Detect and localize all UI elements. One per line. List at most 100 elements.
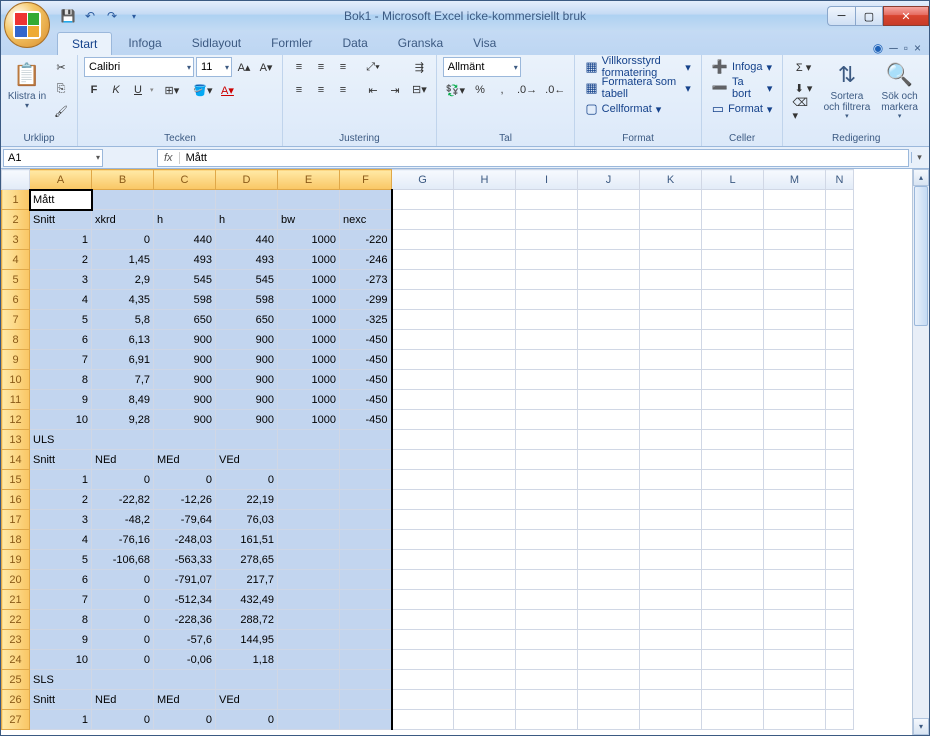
cell[interactable] [516,270,578,290]
cell[interactable] [702,250,764,270]
cell[interactable]: Snitt [30,690,92,710]
col-header[interactable]: N [826,170,854,190]
cell[interactable] [278,670,340,690]
cell[interactable] [764,410,826,430]
cell[interactable] [702,590,764,610]
cell[interactable]: 545 [216,270,278,290]
vertical-scrollbar[interactable]: ▴ ▾ [912,169,929,735]
cell[interactable]: SLS [30,670,92,690]
cell[interactable] [454,210,516,230]
cell[interactable] [764,610,826,630]
cell[interactable] [392,230,454,250]
cell[interactable] [392,670,454,690]
cell[interactable] [702,390,764,410]
cell[interactable] [392,690,454,710]
percent-button[interactable]: % [470,80,490,100]
cell[interactable]: 9 [30,390,92,410]
cell[interactable]: h [216,210,278,230]
cell[interactable]: -791,07 [154,570,216,590]
cell[interactable] [454,710,516,730]
cell[interactable] [764,530,826,550]
copy-button[interactable]: ⎘ [51,79,71,99]
col-header[interactable]: A [30,170,92,190]
cell[interactable] [278,610,340,630]
cell[interactable] [340,510,392,530]
cell[interactable]: 440 [216,230,278,250]
conditional-formatting-button[interactable]: ▦Villkorsstyrd formatering ▾ [581,57,694,77]
cell[interactable] [702,450,764,470]
cell[interactable]: 22,19 [216,490,278,510]
col-header[interactable]: F [340,170,392,190]
cell[interactable] [826,650,854,670]
cell[interactable] [454,610,516,630]
cell[interactable] [454,250,516,270]
cell[interactable] [516,710,578,730]
col-header[interactable]: H [454,170,516,190]
cell[interactable] [702,410,764,430]
row-header[interactable]: 15 [2,470,30,490]
row-header[interactable]: 23 [2,630,30,650]
paste-button[interactable]: 📋 Klistra in▾ [7,57,47,131]
cell[interactable] [578,590,640,610]
cell[interactable] [578,210,640,230]
cell[interactable] [278,430,340,450]
cell[interactable] [516,470,578,490]
cell[interactable]: 2 [30,250,92,270]
cell[interactable]: 493 [154,250,216,270]
cell[interactable]: 0 [92,470,154,490]
cell[interactable] [454,570,516,590]
cell[interactable]: 0 [92,710,154,730]
cell[interactable]: -22,82 [92,490,154,510]
cell[interactable]: -248,03 [154,530,216,550]
cell[interactable] [392,470,454,490]
cell[interactable]: 1000 [278,290,340,310]
cell[interactable] [278,490,340,510]
wrap-text-button[interactable]: ⇶ [409,57,430,77]
cell[interactable] [702,550,764,570]
cell[interactable] [340,570,392,590]
cell[interactable]: 7 [30,350,92,370]
cell[interactable] [392,490,454,510]
shrink-font-button[interactable]: A▾ [256,57,276,77]
cell[interactable] [702,690,764,710]
cell[interactable] [826,390,854,410]
cell[interactable] [216,430,278,450]
row-header[interactable]: 12 [2,410,30,430]
cell[interactable] [516,510,578,530]
cell[interactable] [640,630,702,650]
cell[interactable] [516,210,578,230]
cell[interactable] [702,290,764,310]
cell[interactable] [392,210,454,230]
cell[interactable]: -48,2 [92,510,154,530]
cell[interactable]: 1 [30,230,92,250]
cell[interactable] [826,510,854,530]
row-header[interactable]: 10 [2,370,30,390]
cell[interactable] [392,450,454,470]
cell[interactable]: -450 [340,330,392,350]
cell[interactable] [764,390,826,410]
cell[interactable] [764,270,826,290]
cell[interactable]: xkrd [92,210,154,230]
help-icon[interactable]: ◉ [873,41,883,55]
cell[interactable] [454,410,516,430]
cell[interactable]: 1000 [278,330,340,350]
cell[interactable]: -325 [340,310,392,330]
cell[interactable]: 9 [30,630,92,650]
cell[interactable] [578,550,640,570]
cell[interactable] [578,390,640,410]
cell[interactable] [454,450,516,470]
expand-formula-icon[interactable]: ▾ [911,152,927,163]
row-header[interactable]: 13 [2,430,30,450]
cell[interactable] [702,490,764,510]
cell[interactable] [640,390,702,410]
cell[interactable]: 4,35 [92,290,154,310]
cell[interactable]: 1,45 [92,250,154,270]
cell[interactable] [340,670,392,690]
delete-cells-button[interactable]: ➖Ta bort ▾ [708,78,777,98]
cell[interactable]: 900 [216,350,278,370]
minimize-button[interactable]: ─ [827,6,855,26]
cell[interactable] [340,690,392,710]
align-right-button[interactable]: ≡ [333,80,353,100]
cell[interactable]: -450 [340,350,392,370]
cell[interactable]: 900 [216,390,278,410]
